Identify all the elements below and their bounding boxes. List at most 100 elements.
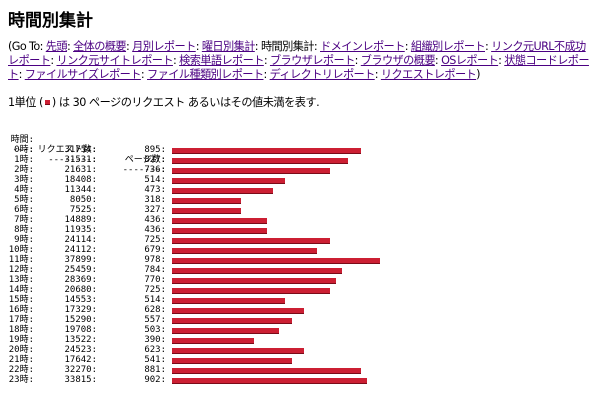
cell-requests: 7525:	[69, 205, 97, 215]
nav-link-17[interactable]: リクエストレポート	[380, 68, 477, 81]
nav-suffix: )	[476, 68, 480, 81]
table-row: 12時: 25459: 784:	[8, 265, 598, 275]
cell-pages: 770:	[144, 275, 166, 285]
table-row: 3時: 18408: 514:	[8, 175, 598, 185]
cell-pages: 881:	[144, 365, 166, 375]
nav-separator: :	[254, 40, 261, 53]
table-row: 17時: 15290: 557:	[8, 315, 598, 325]
cell-requests: 18408:	[64, 175, 97, 185]
cell-pages: 784:	[144, 265, 166, 275]
nav-link-12[interactable]: OSレポート	[441, 54, 499, 67]
cell-requests: 37899:	[64, 255, 97, 265]
cell-hour: 6時:	[14, 205, 34, 215]
nav-link-8[interactable]: リンク元サイトレポート	[56, 54, 174, 67]
cell-hour: 17時:	[8, 315, 34, 325]
cell-pages: 902:	[144, 375, 166, 385]
cell-requests: 17642:	[64, 355, 97, 365]
nav-link-2[interactable]: 月別レポート	[132, 40, 196, 53]
cell-pages: 623:	[144, 345, 166, 355]
table-row: 4時: 11344: 473:	[8, 185, 598, 195]
page-title: 時間別集計	[8, 11, 93, 31]
nav-link-11[interactable]: ブラウザの概要	[360, 54, 436, 67]
pages-bar	[172, 278, 336, 284]
table-row: 18時: 19708: 503:	[8, 325, 598, 335]
cell-hour: 21時:	[8, 355, 34, 365]
nav-link-14[interactable]: ファイルサイズレポート	[24, 68, 142, 81]
cell-pages: 390:	[144, 335, 166, 345]
nav-link-0[interactable]: 先頭	[45, 40, 68, 53]
cell-hour: 16時:	[8, 305, 34, 315]
nav-link-15[interactable]: ファイル種類別レポート	[147, 68, 264, 81]
nav-separator: :	[354, 54, 361, 67]
cell-hour: 5時:	[14, 195, 34, 205]
nav-separator: :	[140, 68, 148, 81]
cell-requests: 8050:	[69, 195, 97, 205]
nav-link-5[interactable]: ドメインレポート	[320, 40, 405, 53]
cell-requests: 24114:	[64, 235, 97, 245]
pages-bar	[172, 168, 330, 174]
cell-hour: 9時:	[14, 235, 34, 245]
cell-hour: 20時:	[8, 345, 34, 355]
cell-pages: 736:	[144, 165, 166, 175]
header-pages: ページ数:	[124, 155, 166, 165]
table-row: 22時: 32270: 881:	[8, 365, 598, 375]
cell-hour: 0時:	[14, 145, 34, 155]
cell-hour: 7時:	[14, 215, 34, 225]
pages-bar	[172, 328, 279, 334]
nav-link-7[interactable]: リンク元URL不成功レポート	[8, 40, 586, 67]
pages-bar	[172, 268, 342, 274]
pages-bar	[172, 288, 330, 294]
nav-separator: :	[126, 40, 133, 53]
nav-prefix: (Go To:	[8, 40, 46, 53]
cell-pages: 514:	[144, 175, 166, 185]
cell-hour: 15時:	[8, 295, 34, 305]
pages-bar	[172, 188, 273, 194]
pages-bar	[172, 158, 348, 164]
pages-bar	[172, 178, 285, 184]
pages-bar	[172, 358, 292, 364]
nav-link-3[interactable]: 曜日別集計	[201, 40, 256, 53]
table-row: 15時: 14553: 514:	[8, 295, 598, 305]
cell-hour: 19時:	[8, 335, 34, 345]
separator-pages: -------:	[122, 165, 166, 175]
nav-separator: :	[313, 40, 321, 53]
table-row: 16時: 17329: 628:	[8, 305, 598, 315]
cell-requests: 20680:	[64, 285, 97, 295]
cell-pages: 318:	[144, 195, 166, 205]
cell-requests: 19708:	[64, 325, 97, 335]
table-row: 2時: 21631: 736:	[8, 165, 598, 175]
pages-bar	[172, 258, 380, 264]
nav-link-1[interactable]: 全体の概要	[73, 40, 127, 53]
cell-requests: 31531:	[64, 155, 97, 165]
nav-link-9[interactable]: 検索単語レポート	[179, 54, 264, 67]
cell-hour: 10時:	[8, 245, 34, 255]
nav-link-16[interactable]: ディレクトリレポート	[269, 68, 376, 81]
cell-hour: 1時:	[14, 155, 34, 165]
unit-legend-text-after: ) は 30 ページのリクエスト あるいはその値未満を表す.	[51, 96, 320, 109]
cell-hour: 18時:	[8, 325, 34, 335]
nav-link-6[interactable]: 組織別レポート	[410, 40, 486, 53]
nav-link-13[interactable]: 状態コードレポート	[8, 54, 590, 81]
cell-pages: 557:	[144, 315, 166, 325]
cell-hour: 14時:	[8, 285, 34, 295]
cell-requests: 11344:	[64, 185, 97, 195]
cell-pages: 628:	[144, 305, 166, 315]
pages-bar	[172, 248, 317, 254]
pages-bar	[172, 348, 304, 354]
nav-separator: :	[172, 54, 180, 67]
nav-separator: :	[66, 40, 74, 53]
nav-separator: :	[18, 68, 25, 81]
table-separator: ---: --------: -------:	[8, 135, 598, 175]
cell-pages: 978:	[144, 255, 166, 265]
cell-requests: 32270:	[64, 365, 97, 375]
cell-requests: 24112:	[64, 245, 97, 255]
cell-pages: 895:	[144, 145, 166, 155]
cell-hour: 11時:	[8, 255, 34, 265]
nav-link-10[interactable]: ブラウザレポート	[269, 54, 355, 67]
navigation-links: (Go To: 先頭: 全体の概要: 月別レポート: 曜日別集計: 時間別集計:…	[8, 40, 593, 82]
nav-current-4: 時間別集計	[260, 40, 315, 53]
table-row: 1時: 31531: 827:	[8, 155, 598, 165]
nav-separator: :	[374, 68, 381, 81]
table-row: 20時: 24523: 623:	[8, 345, 598, 355]
cell-hour: 23時:	[8, 375, 34, 385]
